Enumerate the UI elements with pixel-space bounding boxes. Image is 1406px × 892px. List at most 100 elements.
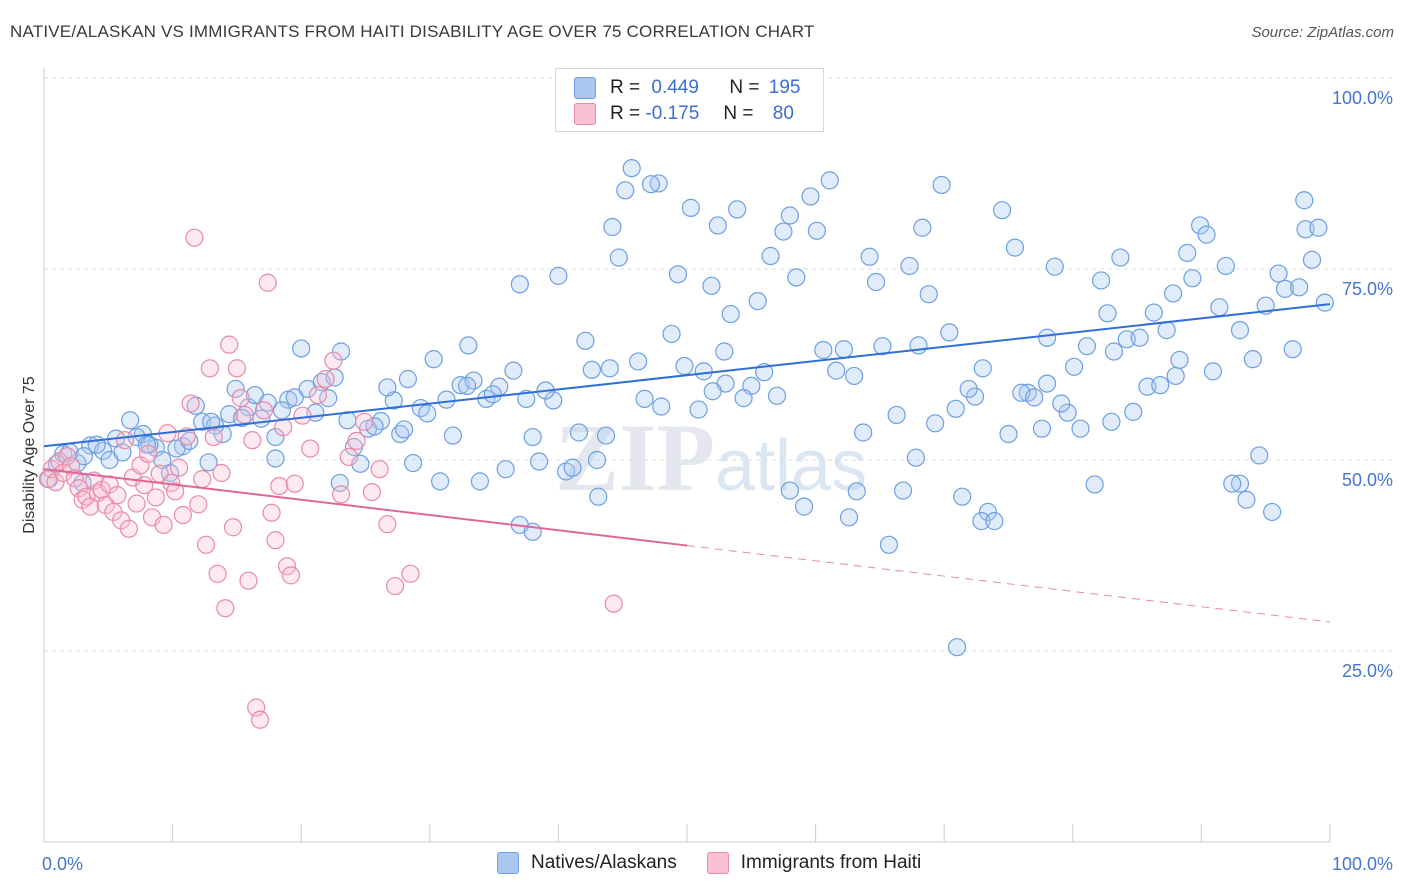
point-haiti bbox=[119, 519, 138, 538]
point-haiti bbox=[227, 359, 246, 378]
point-natives bbox=[1230, 474, 1250, 493]
point-natives bbox=[199, 453, 218, 472]
point-natives bbox=[794, 497, 814, 516]
svg-text:ZIP: ZIP bbox=[555, 404, 715, 511]
point-natives bbox=[226, 379, 245, 399]
point-natives bbox=[953, 487, 972, 506]
point-haiti bbox=[347, 431, 366, 450]
point-natives bbox=[351, 454, 370, 473]
point-natives bbox=[900, 256, 919, 276]
point-natives bbox=[879, 535, 899, 554]
point-natives bbox=[459, 336, 478, 355]
axes bbox=[43, 68, 1331, 843]
point-natives bbox=[1263, 502, 1282, 522]
point-haiti bbox=[220, 335, 239, 354]
point-haiti bbox=[108, 486, 127, 505]
point-natives bbox=[1091, 271, 1111, 290]
point-natives bbox=[544, 391, 563, 410]
point-natives bbox=[272, 401, 292, 420]
point-natives bbox=[418, 404, 437, 423]
point-natives bbox=[780, 206, 799, 225]
point-natives bbox=[232, 408, 252, 428]
point-natives bbox=[973, 359, 992, 378]
point-haiti bbox=[266, 531, 285, 550]
point-natives bbox=[1216, 256, 1235, 276]
point-natives bbox=[530, 452, 549, 471]
point-natives bbox=[563, 458, 582, 477]
point-natives bbox=[748, 291, 767, 311]
legend-label-haiti: Immigrants from Haiti bbox=[740, 852, 922, 873]
svg-text:atlas: atlas bbox=[715, 426, 867, 506]
point-natives bbox=[1309, 218, 1328, 237]
point-haiti bbox=[177, 427, 196, 446]
point-natives bbox=[761, 246, 780, 266]
point-natives bbox=[1037, 328, 1057, 347]
legend-swatch-natives bbox=[497, 852, 519, 874]
trend-line-haiti bbox=[43, 468, 688, 547]
point-natives bbox=[1302, 250, 1322, 269]
point-haiti bbox=[196, 535, 216, 554]
point-haiti bbox=[189, 495, 208, 514]
point-natives bbox=[965, 387, 985, 406]
point-natives bbox=[470, 472, 490, 491]
legend-r-label: R = bbox=[610, 103, 641, 124]
point-natives bbox=[893, 481, 913, 500]
point-haiti bbox=[270, 476, 289, 496]
point-natives bbox=[1203, 362, 1223, 381]
legend-n-label: N = bbox=[729, 77, 760, 98]
point-natives bbox=[587, 450, 607, 470]
legend-n-value: 195 bbox=[768, 77, 801, 98]
point-natives bbox=[137, 435, 156, 454]
point-haiti bbox=[301, 439, 320, 458]
point-haiti bbox=[235, 405, 254, 425]
point-natives bbox=[999, 424, 1018, 444]
point-natives bbox=[403, 453, 423, 473]
legend-n-label: N = bbox=[723, 103, 754, 124]
point-natives bbox=[424, 350, 443, 369]
point-natives bbox=[926, 414, 945, 433]
point-natives bbox=[641, 175, 661, 194]
point-natives bbox=[801, 187, 820, 206]
point-haiti bbox=[378, 515, 397, 534]
point-natives bbox=[496, 460, 515, 479]
point-natives bbox=[947, 638, 967, 657]
point-natives bbox=[940, 323, 959, 342]
point-natives bbox=[443, 426, 463, 445]
point-haiti bbox=[185, 228, 204, 247]
point-haiti bbox=[181, 394, 200, 413]
point-haiti bbox=[166, 482, 185, 501]
point-natives bbox=[649, 174, 668, 193]
point-natives bbox=[549, 266, 568, 285]
point-natives bbox=[1243, 350, 1262, 369]
point-haiti bbox=[146, 488, 165, 507]
y-tick-label: 25.0% bbox=[1342, 661, 1393, 681]
point-natives bbox=[807, 221, 826, 240]
point-haiti bbox=[127, 494, 146, 513]
point-natives bbox=[978, 502, 998, 522]
point-natives bbox=[121, 411, 140, 430]
point-natives bbox=[992, 201, 1012, 220]
trend-line-haiti-extrapolated bbox=[686, 545, 1331, 623]
point-natives bbox=[887, 405, 906, 425]
point-natives bbox=[694, 362, 713, 381]
point-natives bbox=[774, 222, 793, 241]
legend-row-haiti: R = -0.175 N = 80 bbox=[574, 101, 794, 127]
point-natives bbox=[319, 389, 338, 408]
point-natives bbox=[600, 359, 619, 378]
point-natives bbox=[845, 366, 864, 386]
point-haiti bbox=[58, 447, 77, 466]
point-natives bbox=[285, 388, 304, 407]
point-haiti bbox=[200, 359, 219, 378]
point-natives bbox=[668, 265, 688, 284]
point-natives bbox=[202, 412, 221, 431]
point-natives bbox=[622, 159, 641, 178]
point-natives bbox=[589, 487, 608, 506]
point-natives bbox=[603, 217, 622, 237]
point-natives bbox=[860, 247, 879, 266]
point-natives bbox=[1025, 388, 1044, 407]
point-natives bbox=[820, 171, 839, 190]
point-natives bbox=[708, 216, 727, 235]
point-natives bbox=[1164, 284, 1183, 303]
point-natives bbox=[675, 356, 694, 376]
point-natives bbox=[510, 275, 529, 294]
